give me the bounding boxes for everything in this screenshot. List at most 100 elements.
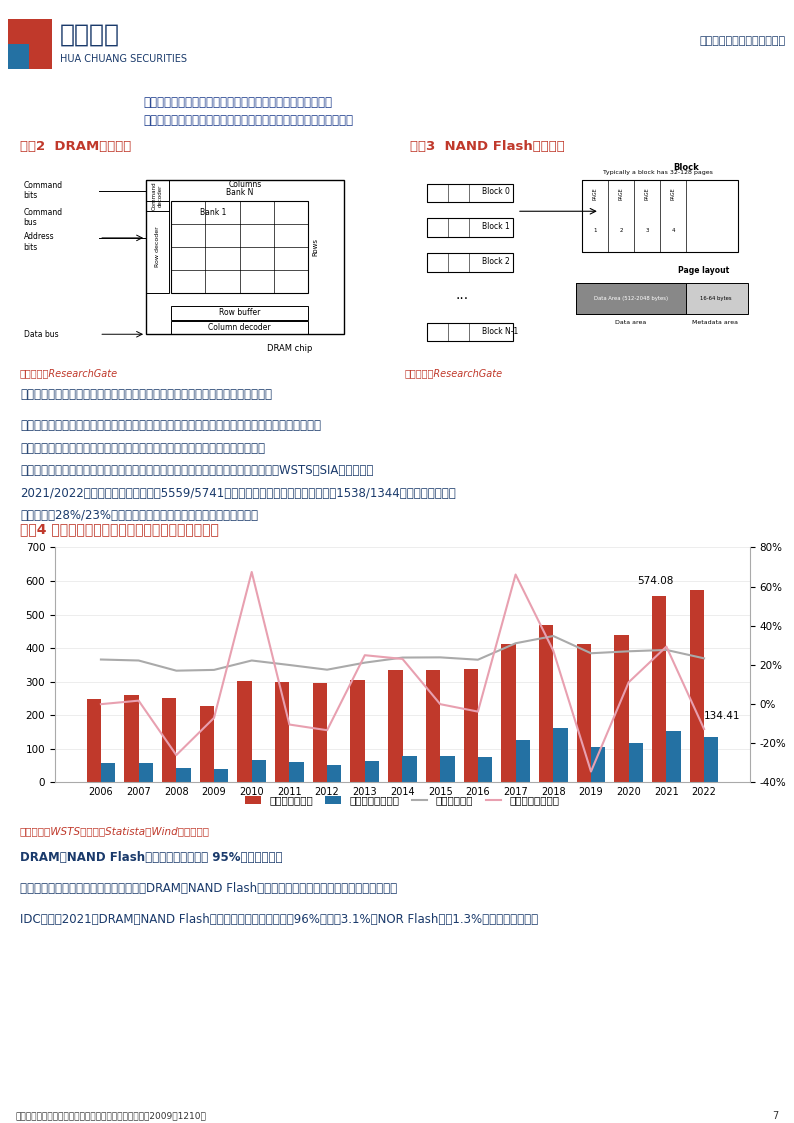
Text: 证监会审核华创证券投资和议业务资格批文号：证监许（2009）1210号: 证监会审核华创证券投资和议业务资格批文号：证监许（2009）1210号 — [16, 1112, 206, 1121]
Text: 资料来源：ResearchGate: 资料来源：ResearchGate — [405, 368, 503, 378]
Text: HUA CHUANG SECURITIES: HUA CHUANG SECURITIES — [60, 55, 187, 64]
Bar — [350, 679, 364, 783]
Bar — [87, 699, 101, 783]
Text: 半导体存储器作为电子系统的基本组成部分，是半导体行业最大的细分市场之一。: 半导体存储器作为电子系统的基本组成部分，是半导体行业最大的细分市场之一。 — [20, 389, 272, 401]
Text: Command
decoder: Command decoder — [152, 182, 163, 210]
Bar — [214, 769, 229, 783]
Text: 图表4 全球半导体和存储芒片市场规模（十亿美元）: 图表4 全球半导体和存储芒片市场规模（十亿美元） — [20, 522, 219, 536]
Bar — [125, 695, 139, 783]
Bar — [139, 763, 153, 783]
Text: DRAM chip: DRAM chip — [268, 344, 313, 353]
Bar — [388, 669, 403, 783]
Bar — [427, 219, 514, 237]
Bar — [275, 682, 289, 783]
Bar — [364, 760, 379, 783]
Text: 1: 1 — [594, 228, 597, 232]
Bar — [426, 670, 440, 783]
Bar — [515, 740, 530, 783]
Bar — [576, 283, 748, 313]
Text: 资料来源：WSTS，转引自Statista和Wind，华创证券: 资料来源：WSTS，转引自Statista和Wind，华创证券 — [20, 827, 210, 837]
Text: Column decoder: Column decoder — [208, 323, 271, 332]
Text: Bank N: Bank N — [226, 188, 253, 197]
Text: Data bus: Data bus — [24, 330, 58, 339]
Text: Data area: Data area — [615, 320, 646, 325]
Text: PAGE: PAGE — [645, 188, 649, 200]
Text: PAGE: PAGE — [619, 188, 624, 200]
Bar — [199, 705, 214, 783]
Bar — [576, 283, 686, 313]
Text: 3: 3 — [646, 228, 649, 232]
Bar — [313, 683, 327, 783]
Text: Command
bus: Command bus — [24, 208, 63, 227]
Bar — [704, 738, 719, 783]
Text: Row decoder: Row decoder — [155, 227, 160, 267]
Bar — [539, 626, 553, 783]
Bar — [690, 590, 704, 783]
Bar — [101, 764, 115, 783]
Text: Command
bits: Command bits — [24, 181, 63, 200]
Bar — [172, 321, 308, 335]
Text: Columns: Columns — [229, 180, 262, 189]
Bar — [289, 763, 304, 783]
Bar — [172, 201, 308, 293]
Bar — [162, 697, 176, 783]
Text: 常修改的数据，如手机摄像头模组内存储阵头与图像的矫正参: 常修改的数据，如手机摄像头模组内存储阵头与图像的矫正参 — [143, 95, 332, 109]
Text: IDC数据，2021年DRAM和NAND Flash合计占存储芒片市场份额约96%，另有3.1%为NOR Flash，及1.3%的其他存储类型。: IDC数据，2021年DRAM和NAND Flash合计占存储芒片市场份额约96… — [20, 913, 538, 925]
Bar — [8, 19, 52, 69]
Text: 2021/2022年全球半导体市场规模为5559/5741亿美元，其中存储芒片市场的规模约1538/1344亿美元，占半导体: 2021/2022年全球半导体市场规模为5559/5741亿美元，其中存储芒片市… — [20, 486, 456, 500]
Text: ...: ... — [455, 289, 468, 302]
Text: 半导体存储行业深度研究报告: 半导体存储行业深度研究报告 — [700, 36, 786, 46]
Text: 由于存储晶图制程基本按照摩尔定律不断取得突破，单位存储成本在长期曲线中: 由于存储晶图制程基本按照摩尔定律不断取得突破，单位存储成本在长期曲线中 — [20, 441, 265, 455]
Text: 7: 7 — [772, 1111, 778, 1121]
Text: 134.41: 134.41 — [704, 711, 741, 721]
Text: Rows: Rows — [312, 238, 318, 256]
Text: 呈现单边下降趋势，市场的总体规模在短期供需波动中总体保持长期增长趋势。根据WSTS和SIA数据显示，: 呈现单边下降趋势，市场的总体规模在短期供需波动中总体保持长期增长趋势。根据WST… — [20, 464, 373, 477]
Text: Block 0: Block 0 — [483, 188, 511, 197]
Text: PAGE: PAGE — [593, 188, 598, 200]
Bar — [464, 668, 478, 783]
Text: Page layout: Page layout — [677, 266, 729, 275]
Text: 16-64 bytes: 16-64 bytes — [700, 295, 731, 301]
Bar — [652, 596, 666, 783]
Text: Metadata area: Metadata area — [692, 320, 738, 325]
Text: 2: 2 — [619, 228, 623, 232]
Bar — [146, 181, 169, 211]
Bar — [591, 747, 605, 783]
Text: 华创证券: 华创证券 — [60, 22, 120, 47]
Bar — [146, 201, 169, 293]
Text: Block: Block — [673, 163, 699, 172]
Bar — [172, 305, 308, 320]
Text: DRAM和NAND Flash占全球存储芒片市场 95%以上的份额。: DRAM和NAND Flash占全球存储芒片市场 95%以上的份额。 — [20, 851, 283, 864]
Text: Typically a block has 32-128 pages: Typically a block has 32-128 pages — [603, 171, 713, 175]
Legend: 半导体市场规模, 存储芯片市场规模, 存储芯片占比, 存储芯片市场增速: 半导体市场规模, 存储芯片市场规模, 存储芯片占比, 存储芯片市场增速 — [241, 792, 564, 810]
Text: Block 1: Block 1 — [483, 222, 511, 231]
Text: 资料来源：ResearchGate: 资料来源：ResearchGate — [20, 368, 118, 378]
Bar — [176, 768, 191, 783]
Bar — [478, 757, 492, 783]
Text: Address
bits: Address bits — [24, 232, 54, 252]
Text: 市场份额约28%/23%，是仅次于逻辑芒片的第二大半导体细分市场。: 市场份额约28%/23%，是仅次于逻辑芒片的第二大半导体细分市场。 — [20, 509, 258, 522]
Text: 数、蓝牙模块存储控制参数、内存条温度传感器内存储温度参数等。: 数、蓝牙模块存储控制参数、内存条温度传感器内存储温度参数等。 — [143, 115, 353, 128]
Bar — [576, 645, 591, 783]
Bar — [252, 760, 266, 783]
Bar — [146, 181, 344, 335]
Text: 随着现代电子信息系统的数据存储需求指数级增长，半导体存储出货量持续大幅增长，另一方面，: 随着现代电子信息系统的数据存储需求指数级增长，半导体存储出货量持续大幅增长，另一… — [20, 419, 321, 432]
Bar — [427, 254, 514, 272]
Text: PAGE: PAGE — [671, 188, 676, 200]
Bar — [427, 183, 514, 202]
Text: Bank 1: Bank 1 — [200, 209, 226, 218]
Bar — [629, 742, 643, 783]
Bar — [403, 756, 417, 783]
Bar — [666, 731, 680, 783]
Bar — [8, 44, 29, 69]
Bar — [583, 181, 738, 253]
Bar — [327, 765, 341, 783]
Text: Row buffer: Row buffer — [219, 308, 260, 317]
Bar — [553, 728, 568, 783]
Bar — [440, 756, 454, 783]
Text: 4: 4 — [671, 228, 675, 232]
Text: 图表3  NAND Flash芗片构架: 图表3 NAND Flash芗片构架 — [410, 139, 565, 153]
Bar — [427, 323, 514, 341]
Text: 凭借高存储密度和相对低廉的成本优势，DRAM和NAND Flash成为存储芒片市场核心产品，在根据影博接引: 凭借高存储密度和相对低廉的成本优势，DRAM和NAND Flash成为存储芒片市… — [20, 882, 397, 895]
Text: Block N-1: Block N-1 — [483, 327, 518, 336]
